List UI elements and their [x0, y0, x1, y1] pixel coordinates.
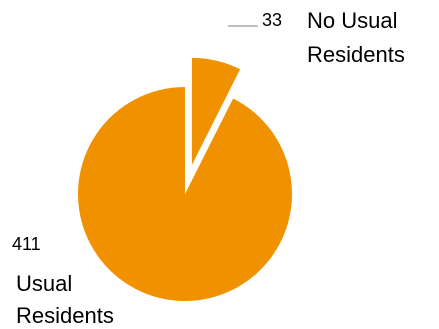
pie-slices [77, 57, 292, 301]
no-usual-residents-category-label-line-1: No Usual [307, 8, 397, 33]
no-usual-residents-slice [191, 57, 241, 165]
usual-residents-category-label-line-1: Usual [16, 271, 72, 296]
no-usual-residents-value-label: 33 [262, 10, 282, 30]
usual-residents-value-label: 411 [12, 234, 41, 254]
usual-residents-category-label-line-2: Residents [16, 303, 114, 328]
usual-residents-slice [77, 87, 292, 301]
no-usual-residents-category-label-line-2: Residents [307, 42, 405, 67]
